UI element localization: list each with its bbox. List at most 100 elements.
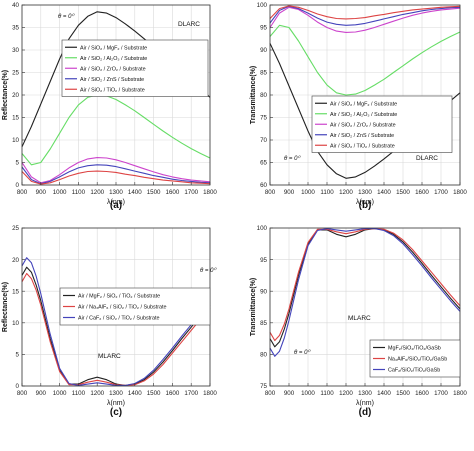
x-tick-label: 1000 (53, 189, 67, 196)
legend-entry-4: Air / SiO₂ / ZnS / Substrate (80, 77, 144, 83)
x-tick-label: 1000 (301, 189, 315, 196)
legend-entry-1: Air / SiO₂ / MgF₂ / Substrate (330, 101, 397, 107)
legend-entry-5: Air / SiO₂ / TiO₂ / Substrate (330, 143, 395, 149)
x-tick-label: 1800 (203, 390, 217, 397)
x-tick-label: 1100 (320, 189, 334, 196)
x-tick-label: 1600 (166, 390, 180, 397)
x-tick-label: 1500 (147, 189, 161, 196)
y-tick-label: 10 (12, 137, 19, 144)
y-tick-label: 100 (257, 225, 268, 232)
y-tick-label: 90 (260, 288, 267, 295)
x-tick-label: 1200 (339, 390, 353, 397)
x-tick-label: 900 (284, 390, 295, 397)
x-tick-label: 1700 (434, 189, 448, 196)
legend: Air / SiO₂ / MgF₂ / Substrate Air / SiO₂ … (311, 95, 453, 153)
x-tick-label: 900 (284, 189, 295, 196)
x-tick-label: 1700 (434, 390, 448, 397)
series-line-3 (21, 157, 211, 184)
series-line-1 (21, 266, 211, 386)
x-tick-label: 1000 (53, 390, 67, 397)
legend-box (311, 95, 453, 153)
structure-annotation: MLARC (98, 353, 121, 360)
x-tick-label: 1500 (396, 390, 410, 397)
y-tick-label: 100 (257, 2, 268, 9)
series-line-4 (21, 164, 211, 185)
x-tick-label: 1200 (90, 390, 104, 397)
legend-entry-2: Air / SiO₂ / Al₂O₃ / Substrate (80, 56, 147, 62)
series-line-3 (21, 257, 211, 386)
panel-label: (b) (359, 200, 372, 211)
y-tick-label: 0 (16, 383, 20, 390)
series-line-4 (269, 5, 461, 26)
legend-entry-5: Air / SiO₂ / TiO₂ / Substrate (80, 87, 145, 93)
x-tick-label: 1300 (358, 189, 372, 196)
series-line-5 (21, 170, 211, 185)
y-tick-label: 70 (260, 137, 267, 144)
y-tick-label: 25 (12, 225, 19, 232)
y-tick-label: 65 (260, 160, 267, 167)
x-tick-label: 1800 (453, 390, 467, 397)
x-tick-label: 1600 (166, 189, 180, 196)
x-tick-label: 1100 (72, 189, 86, 196)
x-tick-label: 900 (36, 189, 47, 196)
y-tick-label: 75 (260, 383, 267, 390)
theta-annotation: θ = 0⁰ (200, 267, 217, 274)
x-tick-label: 1700 (184, 390, 198, 397)
x-tick-label: 1000 (301, 390, 315, 397)
y-tick-label: 95 (260, 25, 267, 32)
x-tick-label: 1300 (109, 390, 123, 397)
y-tick-label: 30 (12, 47, 19, 54)
x-tick-label: 800 (265, 189, 276, 196)
legend-entry-4: Air / SiO₂ / ZnS / Substrate (330, 133, 394, 139)
y-tick-label: 85 (260, 320, 267, 327)
structure-annotation: DLARC (416, 155, 438, 162)
x-tick-label: 1600 (415, 390, 429, 397)
legend-entry-3: CaF₂/SiO₂/TiO₂/GaSb (388, 368, 440, 374)
x-tick-label: 1700 (184, 189, 198, 196)
x-tick-label: 1400 (377, 390, 391, 397)
panel-label: (c) (110, 407, 122, 418)
y-tick-label: 75 (260, 115, 267, 122)
series-line-3 (269, 6, 461, 33)
series-line-2 (21, 94, 211, 166)
legend: Air / SiO₂ / MgF₂ / Substrate Air / SiO₂ … (61, 39, 209, 97)
chart-panel-1: 800 900 1000 1100 1200 1300 1400 1500 1600 1700 18… (2, 2, 217, 211)
x-tick-label: 1400 (128, 390, 142, 397)
legend-entry-1: Air / MgF₂ / SiO₂ / TiO₂ / Substrate (78, 294, 160, 300)
y-tick-label: 60 (260, 182, 267, 189)
y-tick-label: 80 (260, 352, 267, 359)
panel-label: (a) (110, 200, 122, 211)
x-tick-label: 1500 (396, 189, 410, 196)
x-axis-label: λ(nm) (107, 400, 125, 407)
y-axis-label: Transmittance(%) (250, 278, 257, 336)
y-axis-label: Reflectance(%) (2, 70, 9, 120)
y-tick-label: 85 (260, 70, 267, 77)
x-tick-label: 1300 (358, 390, 372, 397)
legend-entry-1: Air / SiO₂ / MgF₂ / Substrate (80, 45, 147, 51)
theta-annotation: θ = 0⁰ (284, 155, 301, 162)
legend-entry-1: MgF₂/SiO₂/TiO₂/GaSb (388, 346, 441, 352)
y-axis-label: Transmittance(%) (250, 66, 257, 124)
theta-annotation: θ = 0⁰ (294, 349, 311, 356)
chart-panel-3: 800 900 1000 1100 1200 1300 1400 1500 1600 1700 18… (2, 225, 217, 418)
x-tick-label: 900 (36, 390, 47, 397)
x-tick-label: 1800 (203, 189, 217, 196)
chart-panel-4: 800 900 1000 1100 1200 1300 1400 1500 1600 1700 18… (250, 225, 467, 418)
legend-entry-3: Air / SiO₂ / ZrO₂ / Substrate (80, 66, 146, 72)
y-tick-label: 25 (12, 70, 19, 77)
x-tick-label: 1200 (90, 189, 104, 196)
y-tick-label: 20 (12, 92, 19, 99)
legend-entry-3: Air / CaF₂ / SiO₂ / TiO₂ / Substrate (78, 316, 159, 322)
y-tick-label: 5 (16, 352, 20, 359)
x-tick-label: 1500 (147, 390, 161, 397)
y-tick-label: 90 (260, 47, 267, 54)
x-axis-label: λ(nm) (356, 199, 374, 206)
series-line-3 (269, 228, 461, 357)
x-axis-label: λ(nm) (107, 199, 125, 206)
legend-box (61, 39, 209, 97)
y-tick-label: 40 (12, 2, 19, 9)
legend-entry-3: Air / SiO₂ / ZrO₂ / Substrate (330, 122, 396, 128)
x-tick-label: 800 (265, 390, 276, 397)
x-tick-label: 1400 (377, 189, 391, 196)
